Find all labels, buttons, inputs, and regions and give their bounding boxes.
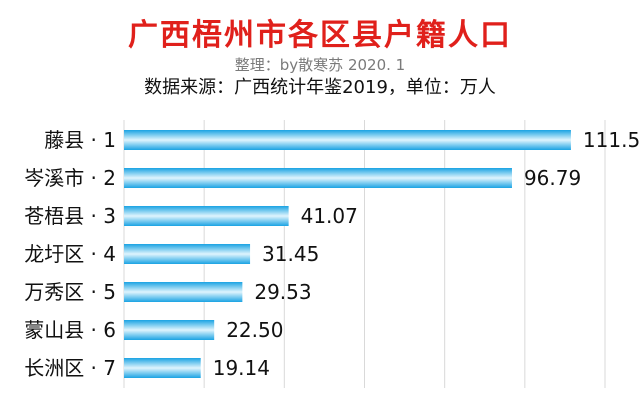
category-label: 龙圩区 · 4	[24, 242, 116, 266]
bar	[124, 130, 571, 150]
bar	[124, 206, 289, 226]
category-label: 蒙山县 · 6	[24, 318, 116, 342]
category-label: 长洲区 · 7	[24, 356, 116, 380]
bars	[124, 130, 571, 378]
bar	[124, 358, 201, 378]
chart-subtitle: 整理：by散寒苏 2020. 1	[234, 56, 406, 74]
category-label: 藤县 · 1	[44, 128, 116, 152]
gridlines	[123, 120, 606, 388]
category-label: 岑溪市 · 2	[24, 166, 116, 190]
value-label: 96.79	[524, 166, 581, 190]
category-label: 万秀区 · 5	[24, 280, 116, 304]
bar	[124, 244, 251, 264]
value-label: 41.07	[301, 204, 358, 228]
value-label: 22.50	[226, 318, 283, 342]
bar	[124, 282, 243, 302]
value-label: 29.53	[254, 280, 311, 304]
bar	[124, 320, 215, 340]
value-label: 31.45	[262, 242, 319, 266]
bar	[124, 168, 512, 188]
chart-source-note: 数据来源：广西统计年鉴2019，单位：万人	[144, 77, 496, 98]
labels: 藤县 · 1 111.50 岑溪市 · 2 96.79 苍梧县 · 3 41.07 龙圩区 …	[24, 128, 640, 380]
value-label: 19.14	[213, 356, 270, 380]
category-label: 苍梧县 · 3	[24, 204, 116, 228]
chart-title: 广西梧州市各区县户籍人口	[128, 18, 512, 53]
value-label: 111.50	[583, 128, 640, 152]
